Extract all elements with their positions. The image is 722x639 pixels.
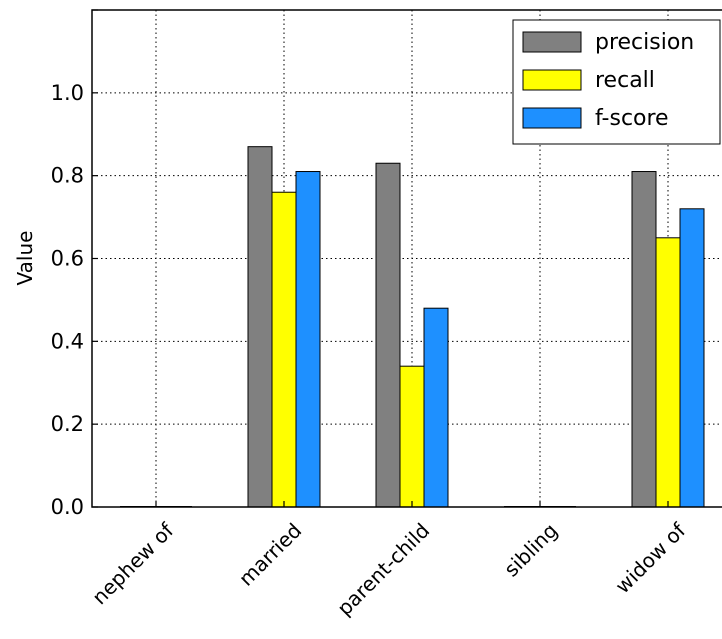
y-tick-label: 0.8 bbox=[51, 164, 84, 188]
legend-label-f-score: f-score bbox=[595, 106, 669, 131]
legend: precision recall f-score bbox=[512, 19, 721, 145]
legend-swatch-f-score bbox=[522, 107, 582, 129]
x-axis: nephew of married parent-child sibling widow… bbox=[87, 501, 691, 620]
y-tick-label: 0.4 bbox=[51, 329, 84, 353]
y-axis: 0.0 0.2 0.4 0.6 0.8 1.0 bbox=[51, 9, 98, 519]
x-tick-label: sibling bbox=[499, 518, 562, 581]
bar-recall-parent-child bbox=[399, 365, 425, 508]
x-tick-label: parent-child bbox=[332, 518, 434, 620]
legend-swatch-recall bbox=[522, 69, 582, 91]
legend-swatch-precision bbox=[522, 31, 582, 53]
legend-label-recall: recall bbox=[595, 68, 655, 93]
bar-precision-parent-child bbox=[375, 162, 401, 508]
bar-recall-widow-of bbox=[655, 237, 681, 508]
bar-recall-married bbox=[271, 191, 297, 508]
bar-f-score-married bbox=[295, 171, 321, 508]
bar-precision-married bbox=[247, 146, 273, 508]
y-tick-label: 0.0 bbox=[51, 495, 84, 519]
bar-precision-widow-of bbox=[631, 171, 657, 508]
bars bbox=[120, 146, 705, 508]
x-tick-label: widow of bbox=[610, 518, 690, 598]
x-tick-label: married bbox=[234, 518, 306, 590]
y-tick-label: 0.2 bbox=[51, 412, 84, 436]
bar-f-score-parent-child bbox=[423, 307, 449, 508]
legend-label-precision: precision bbox=[595, 30, 694, 55]
x-tick-label: nephew of bbox=[87, 518, 179, 610]
bar-f-score-widow-of bbox=[679, 208, 705, 508]
y-axis-label: Value bbox=[13, 231, 37, 286]
y-tick-label: 1.0 bbox=[51, 81, 84, 105]
y-tick-label: 0.6 bbox=[51, 247, 84, 271]
